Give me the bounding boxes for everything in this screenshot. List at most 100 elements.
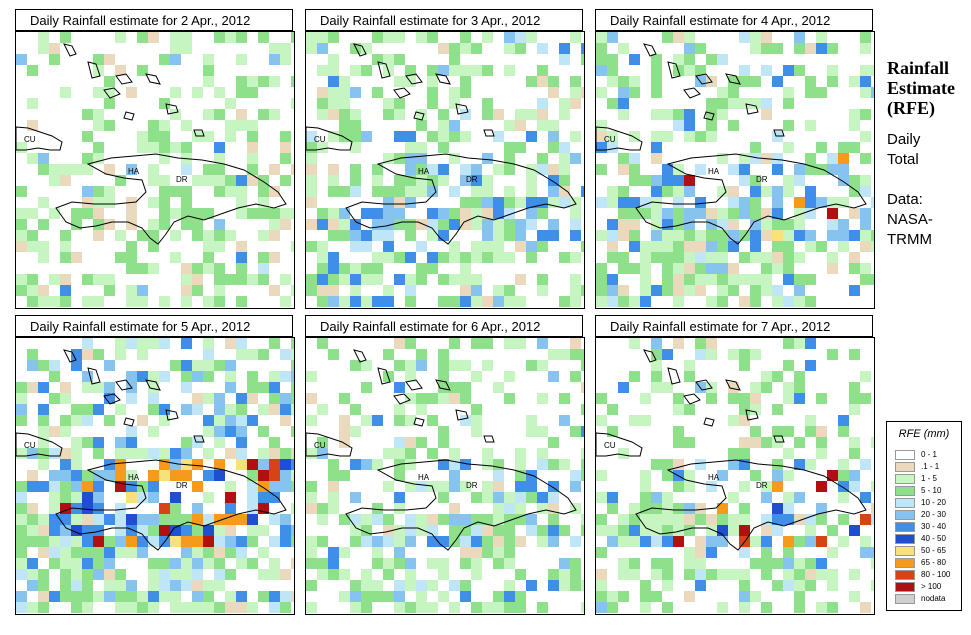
rainfall-cell	[526, 131, 537, 142]
rainfall-cell	[71, 437, 82, 448]
coastline-island	[193, 435, 205, 443]
rainfall-cell	[236, 448, 247, 459]
rainfall-cell	[772, 558, 783, 569]
rainfall-cell	[515, 602, 526, 613]
rainfall-cell	[225, 536, 236, 547]
rainfall-cell	[673, 514, 684, 525]
rainfall-cell	[416, 153, 427, 164]
rainfall-cell	[350, 285, 361, 296]
rainfall-cell	[38, 252, 49, 263]
rainfall-cell	[93, 525, 104, 536]
rainfall-cell	[739, 32, 750, 43]
rainfall-cell	[827, 263, 838, 274]
rainfall-cell	[214, 415, 225, 426]
rainfall-cell	[269, 230, 280, 241]
rainfall-cell	[805, 580, 816, 591]
rainfall-cell	[405, 580, 416, 591]
rainfall-cell	[537, 241, 548, 252]
rainfall-cell	[104, 120, 115, 131]
rainfall-cell	[383, 525, 394, 536]
rainfall-cell	[651, 591, 662, 602]
rainfall-cell	[181, 360, 192, 371]
legend-title: RFE (mm)	[898, 428, 950, 440]
rainfall-cell	[537, 448, 548, 459]
rainfall-cell	[706, 481, 717, 492]
rainfall-cell	[115, 536, 126, 547]
rainfall-cell	[783, 448, 794, 459]
rainfall-cell	[449, 393, 460, 404]
rainfall-cell	[148, 197, 159, 208]
rainfall-cell	[570, 230, 581, 241]
rainfall-cell	[471, 285, 482, 296]
rainfall-cell	[170, 360, 181, 371]
rainfall-cell	[460, 32, 471, 43]
rainfall-cell	[526, 426, 537, 437]
rainfall-cell	[548, 514, 559, 525]
rainfall-cell	[695, 558, 706, 569]
rainfall-cell	[651, 569, 662, 580]
rainfall-cell	[372, 274, 383, 285]
rainfall-map: CU HA DR	[15, 337, 295, 615]
rainfall-cell	[596, 65, 607, 76]
rainfall-cell	[537, 602, 548, 613]
rainfall-cell	[860, 547, 871, 558]
rainfall-cell	[339, 186, 350, 197]
rainfall-cell	[104, 470, 115, 481]
rainfall-grid	[596, 338, 874, 613]
rainfall-cell	[570, 296, 581, 307]
rainfall-cell	[739, 448, 750, 459]
rainfall-cell	[581, 602, 584, 613]
rainfall-cell	[504, 285, 515, 296]
rainfall-cell	[761, 492, 772, 503]
rainfall-cell	[761, 569, 772, 580]
rainfall-cell	[416, 580, 427, 591]
rainfall-cell	[203, 208, 214, 219]
rainfall-cell	[838, 241, 849, 252]
rainfall-cell	[247, 142, 258, 153]
rainfall-cell	[706, 98, 717, 109]
rainfall-cell	[673, 274, 684, 285]
rainfall-cell	[794, 514, 805, 525]
rainfall-cell	[618, 448, 629, 459]
rainfall-cell	[728, 76, 739, 87]
rainfall-cell	[471, 43, 482, 54]
rainfall-cell	[581, 426, 584, 437]
rainfall-cell	[137, 263, 148, 274]
rainfall-cell	[640, 503, 651, 514]
rainfall-cell	[339, 274, 350, 285]
rainfall-cell	[159, 338, 170, 349]
rainfall-cell	[170, 470, 181, 481]
rainfall-cell	[706, 296, 717, 307]
rainfall-cell	[416, 263, 427, 274]
label-dominican-republic: DR	[466, 481, 478, 490]
rainfall-cell	[247, 120, 258, 131]
rainfall-cell	[805, 153, 816, 164]
rainfall-cell	[49, 426, 60, 437]
rainfall-cell	[170, 536, 181, 547]
rainfall-cell	[596, 296, 607, 307]
rainfall-cell	[383, 230, 394, 241]
rainfall-cell	[816, 393, 827, 404]
rainfall-cell	[137, 602, 148, 613]
rainfall-cell	[38, 219, 49, 230]
rainfall-cell	[673, 404, 684, 415]
rainfall-cell	[49, 360, 60, 371]
rainfall-cell	[504, 371, 515, 382]
rainfall-cell	[618, 76, 629, 87]
rainfall-cell	[651, 175, 662, 186]
rainfall-cell	[684, 514, 695, 525]
rainfall-cell	[526, 481, 537, 492]
rainfall-cell	[203, 131, 214, 142]
rainfall-cell	[438, 208, 449, 219]
rainfall-cell	[148, 558, 159, 569]
rainfall-cell	[328, 32, 339, 43]
rainfall-cell	[93, 558, 104, 569]
rainfall-cell	[126, 525, 137, 536]
rainfall-cell	[629, 230, 640, 241]
rainfall-cell	[383, 241, 394, 252]
rainfall-cell	[651, 87, 662, 98]
rainfall-cell	[27, 382, 38, 393]
rainfall-cell	[651, 252, 662, 263]
rainfall-cell	[662, 208, 673, 219]
